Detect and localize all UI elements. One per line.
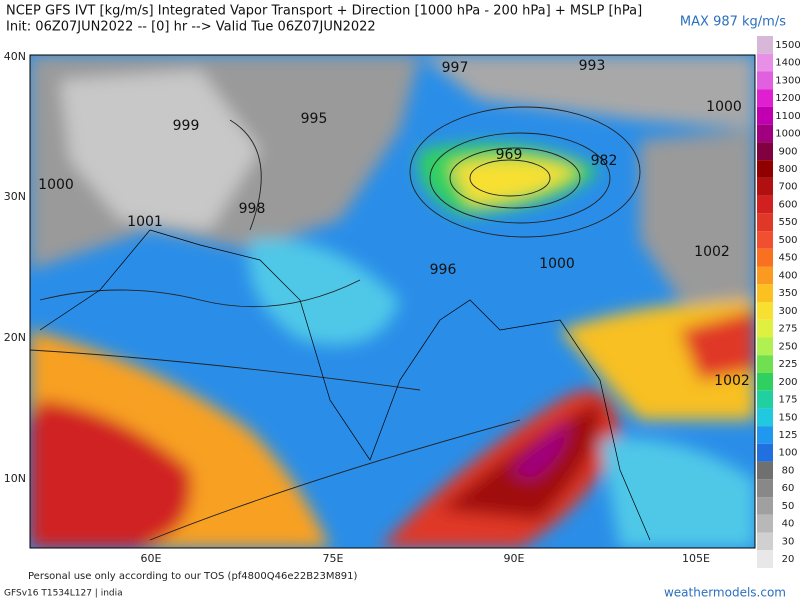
legend-label: 600 <box>778 199 797 210</box>
legend-swatch <box>757 89 773 107</box>
legend-swatch <box>757 426 773 444</box>
lat-label: 10N <box>4 472 26 485</box>
legend-swatch <box>757 532 773 551</box>
legend-label: 900 <box>778 146 797 157</box>
tos-note: Personal use only according to our TOS (… <box>28 571 358 582</box>
legend-label: 250 <box>778 341 797 352</box>
legend-label: 1400 <box>775 58 800 69</box>
max-label: MAX 987 kg/m/s <box>680 15 786 30</box>
map-frame <box>29 54 756 549</box>
legend-swatch <box>757 443 773 462</box>
pressure-label: 998 <box>239 201 266 217</box>
pressure-label: 1002 <box>694 244 730 260</box>
legend-label: 60 <box>782 483 795 494</box>
legend-swatch <box>757 142 773 161</box>
legend-label: 20 <box>782 554 795 565</box>
legend-label: 80 <box>782 465 795 476</box>
legend-label: 50 <box>782 501 795 512</box>
legend-swatch <box>757 461 773 480</box>
pressure-label: 1000 <box>539 256 575 272</box>
legend-swatch <box>757 160 773 178</box>
pressure-label: 999 <box>173 118 200 134</box>
pressure-labels: 997 993 999 995 1000 969 982 1000 998 1001 996 1000… <box>38 58 750 389</box>
pressure-label: 982 <box>591 153 618 169</box>
legend-label: 1200 <box>775 93 800 104</box>
lon-label: 90E <box>504 552 525 565</box>
legend-swatch <box>757 177 773 196</box>
legend-label: 500 <box>778 235 797 246</box>
pressure-label: 1000 <box>38 177 74 193</box>
lon-label: 75E <box>323 552 344 565</box>
legend-label: 300 <box>778 306 797 317</box>
legend-label: 125 <box>778 430 797 441</box>
lat-label: 20N <box>4 331 26 344</box>
legend-label: 450 <box>778 253 797 264</box>
legend-swatch <box>757 71 773 90</box>
legend-label: 1300 <box>775 75 800 86</box>
lat-label: 40N <box>4 50 26 63</box>
lon-label: 60E <box>141 552 162 565</box>
lat-label: 30N <box>4 190 26 203</box>
pressure-label: 1000 <box>706 99 742 115</box>
legend-label: 1500 <box>775 40 800 51</box>
legend-label: 275 <box>778 324 797 335</box>
pressure-label: 996 <box>430 262 457 278</box>
legend-label: 150 <box>778 412 797 423</box>
lon-label: 105E <box>682 552 710 565</box>
legend-swatch <box>757 248 773 267</box>
legend-label: 30 <box>782 536 795 547</box>
title: NCEP GFS IVT [kg/m/s] Integrated Vapor T… <box>6 4 642 19</box>
legend-swatch <box>757 195 773 214</box>
pressure-label: 1001 <box>127 214 163 230</box>
legend-label: 40 <box>782 519 795 530</box>
pressure-label: 969 <box>496 147 523 163</box>
legend-label: 100 <box>778 448 797 459</box>
legend-label: 700 <box>778 182 797 193</box>
legend-swatch <box>757 550 773 568</box>
legend-label: 1000 <box>775 129 800 140</box>
legend-swatch <box>757 372 773 391</box>
legend-label: 225 <box>778 359 797 370</box>
legend-swatch <box>757 231 773 249</box>
legend: 1500 1400 1300 1200 1100 1000 900 800 700 600 550 5… <box>757 36 800 568</box>
legend-swatch <box>757 390 773 409</box>
legend-swatch <box>757 302 773 320</box>
legend-swatch <box>757 36 773 54</box>
pressure-label: 995 <box>301 111 328 127</box>
legend-swatch <box>757 106 773 125</box>
map-field <box>30 55 755 548</box>
legend-swatch <box>757 53 773 72</box>
legend-label: 800 <box>778 164 797 175</box>
subtitle: Init: 06Z07JUN2022 -- [0] hr --> Valid T… <box>6 20 376 35</box>
legend-label: 350 <box>778 288 797 299</box>
pressure-label: 993 <box>579 58 606 74</box>
model-note: GFSv16 T1534L127 | india <box>4 589 123 599</box>
legend-swatch <box>757 497 773 515</box>
legend-label: 550 <box>778 217 797 228</box>
legend-swatch <box>757 213 773 232</box>
legend-swatch <box>757 479 773 498</box>
lat-labels: 40N 30N 20N 10N 60E 75E 90E 105E <box>4 50 710 565</box>
legend-swatch <box>757 408 773 427</box>
pressure-label: 1002 <box>714 373 750 389</box>
legend-swatch <box>757 355 773 373</box>
pressure-label: 997 <box>442 60 469 76</box>
legend-swatch <box>757 319 773 338</box>
legend-swatch <box>757 266 773 285</box>
site-name: weathermodels.com <box>664 586 786 600</box>
legend-label: 200 <box>778 377 797 388</box>
legend-swatch <box>757 337 773 356</box>
legend-swatch <box>757 284 773 302</box>
legend-label: 175 <box>778 395 797 406</box>
legend-label: 400 <box>778 270 797 281</box>
legend-swatch <box>757 124 773 143</box>
legend-label: 1100 <box>775 111 800 122</box>
legend-swatch <box>757 514 773 533</box>
